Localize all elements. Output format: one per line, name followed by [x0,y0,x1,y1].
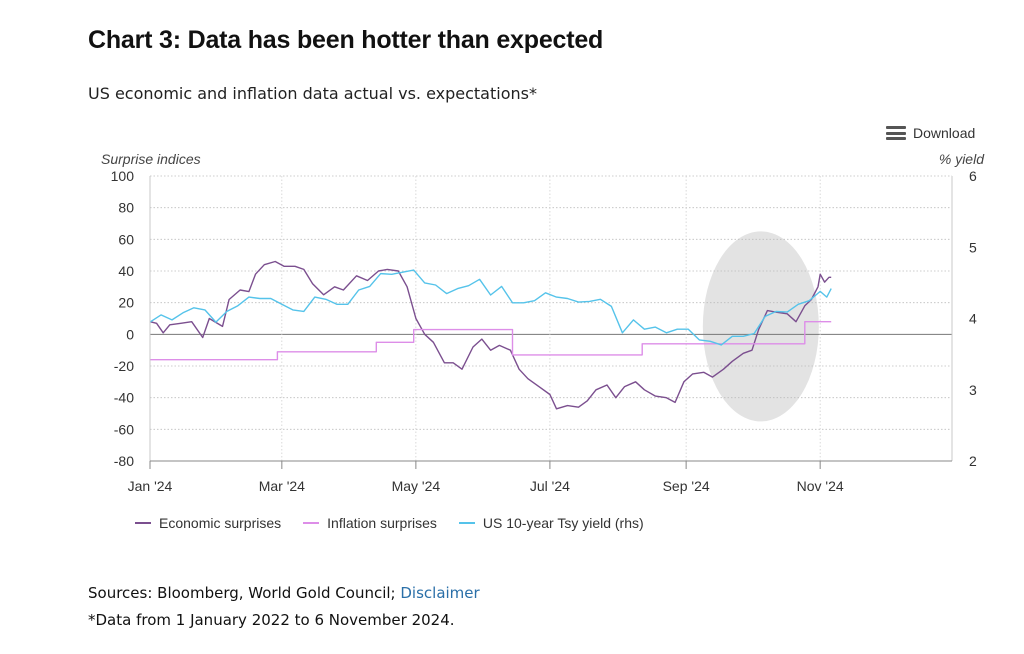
left-tick-label: 80 [118,200,134,216]
legend-swatch [135,522,151,524]
chart-svg: 100 80 60 40 20 0 -20 -40 -60 -80 6 5 4 3 2 Jan '24 Mar … [101,151,985,494]
chart-subtitle: US economic and inflation data actual vs… [88,84,537,103]
x-tick-label: May '24 [392,478,441,494]
series-line-us-10-year-tsy-yield-rhs [149,269,832,346]
right-tick-label: 4 [969,311,977,327]
sources-text: Sources: Bloomberg, World Gold Council; … [88,584,480,602]
right-tick-label: 3 [969,382,977,398]
legend: Economic surprises Inflation surprises US … [135,515,644,531]
left-tick-label: -40 [114,390,134,406]
right-tick-label: 5 [969,239,977,255]
data-note: *Data from 1 January 2022 to 6 November … [88,611,455,629]
x-tick-label: Jan '24 [128,478,173,494]
left-tick-label: 40 [118,263,134,279]
legend-label: Inflation surprises [327,515,437,531]
left-tick-label: 100 [111,168,135,184]
legend-item[interactable]: Inflation surprises [303,515,437,531]
legend-item[interactable]: US 10-year Tsy yield (rhs) [458,515,644,531]
legend-item[interactable]: Economic surprises [135,515,281,531]
menu-icon [886,126,906,140]
legend-label: US 10-year Tsy yield (rhs) [482,515,644,531]
series-lines [149,260,832,410]
left-tick-label: -20 [114,358,134,374]
download-label: Download [913,125,976,141]
disclaimer-link[interactable]: Disclaimer [400,584,480,602]
x-tick-label: Nov '24 [797,478,844,494]
chart-title: Chart 3: Data has been hotter than expec… [88,26,604,54]
legend-swatch [303,522,320,524]
left-tick-label: -60 [114,421,134,437]
left-axis-title: Surprise indices [101,151,201,167]
x-tick-label: Mar '24 [259,478,305,494]
left-tick-label: 0 [126,326,134,342]
left-tick-label: 20 [118,295,134,311]
download-button[interactable]: Download [886,125,975,141]
legend-label: Economic surprises [159,515,282,531]
series-line-inflation-surprises [150,321,832,361]
x-tick-label: Sep '24 [663,478,710,494]
legend-swatch [458,522,475,524]
series-line-economic-surprises [149,260,832,410]
axes: 100 80 60 40 20 0 -20 -40 -60 -80 6 5 4 3 2 Jan '24 Mar … [101,151,985,494]
right-tick-label: 2 [969,453,977,469]
x-tick-label: Jul '24 [530,478,570,494]
sources-prefix: Sources: Bloomberg, World Gold Council; [88,584,401,602]
left-tick-label: 60 [118,231,134,247]
grid-lines [149,175,952,462]
right-tick-label: 6 [969,168,977,184]
right-axis-title: % yield [939,151,985,167]
left-tick-label: -80 [114,453,134,469]
